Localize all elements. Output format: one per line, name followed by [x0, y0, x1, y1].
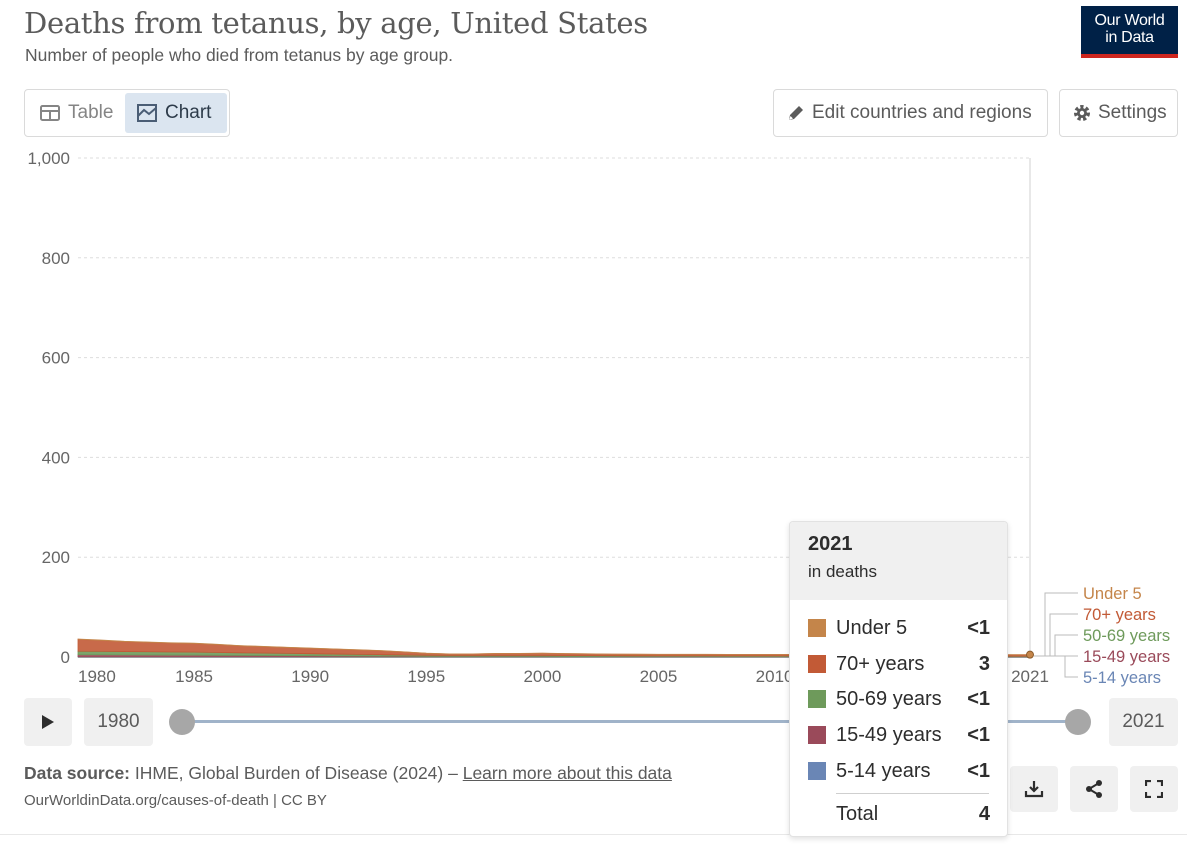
end-label-connector [1034, 634, 1078, 657]
tooltip-row-label: 50-69 years [836, 687, 942, 710]
share-icon [1086, 780, 1102, 798]
tooltip-row: 70+ years 3 [808, 646, 990, 682]
settings-label: Settings [1098, 102, 1167, 123]
tooltip-row-label: Under 5 [836, 616, 908, 639]
y-tick-label: 600 [42, 349, 70, 368]
tooltip-row-value: <1 [967, 687, 990, 710]
play-button[interactable] [24, 698, 72, 746]
y-tick-label: 800 [42, 249, 70, 268]
fullscreen-button[interactable] [1130, 766, 1178, 812]
end-label: 15-49 years [1083, 648, 1170, 666]
x-tick-label: 2021 [1011, 667, 1049, 686]
table-icon [40, 105, 60, 121]
hover-point [1026, 650, 1034, 659]
y-tick-label: 200 [42, 548, 70, 567]
tooltip-swatch [808, 619, 826, 637]
tooltip-swatch [808, 690, 826, 708]
fullscreen-icon [1145, 780, 1163, 798]
timeline-start-year[interactable]: 1980 [84, 698, 153, 746]
settings-button[interactable]: Settings [1059, 89, 1178, 137]
gear-icon [1074, 105, 1090, 121]
tab-chart[interactable]: Chart [125, 93, 227, 133]
bottom-divider [0, 834, 1187, 835]
download-icon [1024, 781, 1044, 798]
logo-line-2: in Data [1105, 29, 1154, 46]
timeline-track[interactable] [182, 720, 1078, 723]
tooltip-swatch [808, 726, 826, 744]
tooltip-row: Under 5 <1 [808, 610, 990, 646]
tooltip-row-label: 15-49 years [836, 723, 942, 746]
view-toggle: Table Chart [24, 89, 230, 137]
play-icon [42, 715, 54, 729]
share-button[interactable] [1070, 766, 1118, 812]
x-tick-label: 1980 [78, 667, 116, 686]
hover-tooltip: 2021 in deaths Under 5 <1 70+ years 3 50-69 … [789, 521, 1008, 837]
tooltip-total-value: 4 [978, 802, 990, 825]
tooltip-row-label: 5-14 years [836, 759, 931, 782]
learn-more-link[interactable]: Learn more about this data [462, 763, 672, 783]
owid-logo[interactable]: Our World in Data [1081, 6, 1178, 58]
timeline-end-year[interactable]: 2021 [1109, 698, 1178, 746]
x-tick-label: 2000 [523, 667, 561, 686]
timeline-start-handle[interactable] [169, 709, 195, 735]
source-text: IHME, Global Burden of Disease (2024) – [134, 763, 458, 783]
data-source: Data source: IHME, Global Burden of Dise… [24, 763, 672, 784]
tooltip-row: 15-49 years <1 [808, 717, 990, 753]
logo-line-1: Our World [1094, 12, 1165, 29]
x-tick-label: 2005 [640, 667, 678, 686]
chart-subtitle: Number of people who died from tetanus b… [25, 45, 454, 65]
tab-table-label: Table [68, 102, 114, 123]
source-url[interactable]: OurWorldinData.org/causes-of-death | CC … [24, 792, 327, 809]
y-tick-label: 1,000 [27, 149, 70, 168]
tooltip-row-label: 70+ years [836, 652, 925, 675]
area-chart: 0 200 400 600 800 1,000 1980 1985 1990 1995 2000 20… [27, 149, 1170, 687]
x-tick-label: 2010 [756, 667, 794, 686]
end-label-connector [1034, 592, 1078, 657]
download-button[interactable] [1010, 766, 1058, 812]
tooltip-row-value: <1 [967, 723, 990, 746]
end-label-connector [1034, 655, 1078, 678]
tooltip-total-label: Total [836, 802, 879, 825]
tooltip-row-value: <1 [967, 616, 990, 639]
edit-countries-button[interactable]: Edit countries and regions [773, 89, 1048, 137]
tooltip-unit: in deaths [808, 562, 877, 581]
tooltip-header: 2021 in deaths [790, 522, 1007, 600]
tooltip-year: 2021 [808, 533, 853, 555]
tooltip-total-row: Total 4 [836, 797, 990, 831]
end-label: 5-14 years [1083, 669, 1161, 687]
edit-countries-label: Edit countries and regions [812, 102, 1032, 123]
timeline-end-handle[interactable] [1065, 709, 1091, 735]
x-tick-label: 1995 [407, 667, 445, 686]
chart-title: Deaths from tetanus, by age, United Stat… [24, 6, 648, 40]
end-label: 50-69 years [1083, 627, 1170, 645]
x-tick-label: 1990 [291, 667, 329, 686]
y-tick-label: 0 [61, 648, 70, 667]
tooltip-swatch [808, 655, 826, 673]
x-tick-label: 1985 [175, 667, 213, 686]
y-tick-label: 400 [42, 448, 70, 467]
tooltip-separator [836, 793, 989, 794]
tab-table[interactable]: Table [28, 93, 124, 133]
tooltip-row-value: <1 [967, 759, 990, 782]
end-label: Under 5 [1083, 585, 1142, 603]
tab-chart-label: Chart [165, 102, 212, 123]
tooltip-swatch [808, 762, 826, 780]
end-label: 70+ years [1083, 606, 1156, 624]
pencil-icon [789, 106, 803, 120]
tooltip-row: 5-14 years <1 [808, 753, 990, 789]
source-label: Data source: [24, 763, 131, 783]
tooltip-row: 50-69 years <1 [808, 681, 990, 717]
tooltip-row-value: 3 [978, 652, 990, 675]
chart-icon [137, 104, 157, 122]
